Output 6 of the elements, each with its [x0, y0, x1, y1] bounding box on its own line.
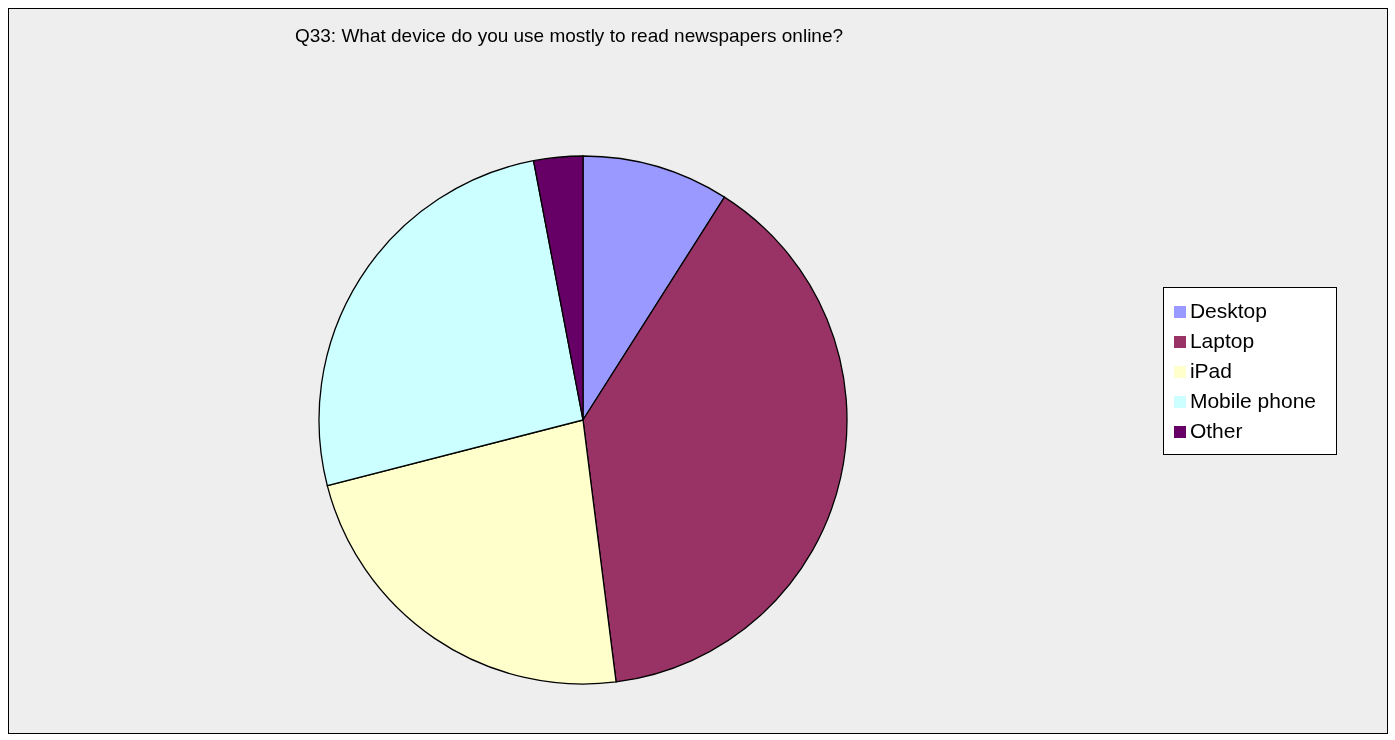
legend-label: Mobile phone	[1189, 389, 1316, 412]
legend-label: Other	[1189, 419, 1243, 442]
chart-title: Q33: What device do you use mostly to read newspapers online?	[293, 25, 845, 47]
legend-label: Desktop	[1189, 299, 1267, 322]
legend-label: Laptop	[1189, 329, 1255, 352]
legend-label: iPad	[1189, 359, 1232, 382]
